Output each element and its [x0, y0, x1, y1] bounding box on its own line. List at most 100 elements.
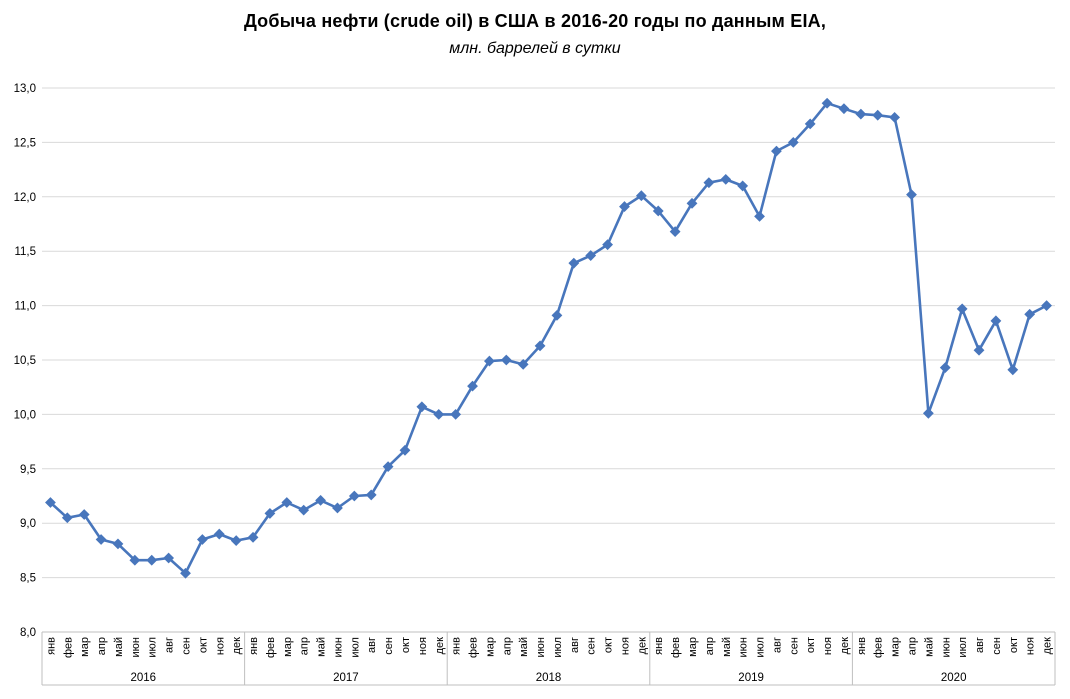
month-tick-label: июн — [332, 637, 344, 657]
month-tick-label: июл — [147, 637, 159, 658]
year-label: 2018 — [536, 672, 562, 684]
year-label: 2019 — [738, 672, 764, 684]
month-tick-label: янв — [45, 637, 57, 655]
month-tick-label: июн — [738, 637, 750, 657]
month-tick-label: мар — [890, 637, 902, 657]
month-tick-label: май — [113, 637, 125, 657]
month-tick-label: апр — [704, 637, 716, 655]
data-point-marker — [534, 340, 546, 352]
month-tick-label: мар — [687, 637, 699, 657]
data-point-marker — [112, 538, 124, 550]
y-tick-label: 12,5 — [14, 137, 36, 149]
data-point-marker — [956, 303, 968, 315]
data-point-marker — [703, 177, 715, 189]
month-tick-label: янв — [248, 637, 260, 655]
month-tick-label: окт — [400, 637, 412, 653]
series-markers — [45, 97, 1052, 579]
series-line — [49, 101, 1048, 575]
data-point-marker — [754, 210, 765, 222]
y-tick-label: 9,5 — [20, 464, 36, 476]
data-point-marker — [78, 509, 90, 520]
month-tick-label: окт — [1008, 637, 1020, 653]
data-point-marker — [517, 358, 529, 370]
y-tick-label: 10,0 — [14, 409, 36, 421]
y-tick-label: 11,0 — [14, 301, 36, 313]
data-point-marker — [804, 118, 816, 130]
month-tick-label: дек — [1042, 637, 1054, 655]
month-tick-label: янв — [653, 637, 665, 655]
month-tick-label: май — [316, 637, 328, 657]
month-tick-label: дек — [434, 637, 446, 655]
data-point-marker — [196, 534, 208, 545]
month-tick-label: фев — [468, 637, 480, 658]
data-point-marker — [146, 554, 158, 566]
data-point-marker — [382, 461, 394, 473]
year-label: 2016 — [131, 672, 157, 684]
data-point-marker — [737, 180, 749, 192]
data-point-marker — [365, 489, 377, 501]
month-tick-label: дек — [636, 637, 648, 655]
y-tick-label: 10,5 — [14, 355, 36, 367]
data-point-marker — [1041, 300, 1052, 312]
data-point-marker — [889, 111, 901, 123]
month-tick-label: июн — [130, 637, 142, 657]
chart-subtitle: млн. баррелей в сутки — [449, 40, 621, 57]
month-tick-label: сен — [586, 637, 598, 655]
data-point-marker — [298, 504, 310, 516]
month-tick-label: янв — [451, 637, 463, 655]
data-point-marker — [551, 309, 563, 321]
y-tick-label: 9,0 — [20, 518, 36, 530]
month-tick-label: июл — [755, 637, 767, 658]
month-tick-label: авг — [366, 637, 378, 653]
data-point-marker — [484, 355, 495, 367]
year-band: 2016 2017 2018 2019 2020 — [41, 632, 1056, 686]
data-point-marker — [973, 344, 985, 356]
data-point-marker — [906, 189, 917, 201]
month-tick-label: дек — [839, 637, 851, 655]
month-tick-label: авг — [974, 637, 986, 653]
data-point-marker — [585, 250, 597, 261]
data-point-marker — [635, 190, 647, 202]
data-point-marker — [838, 103, 850, 115]
month-tick-label: ноя — [619, 637, 631, 655]
data-point-marker — [619, 201, 630, 212]
data-point-marker — [399, 444, 411, 456]
month-tick-label: окт — [603, 637, 615, 653]
y-tick-label: 8,5 — [20, 573, 36, 585]
data-point-marker — [500, 354, 512, 366]
data-point-marker — [348, 490, 360, 502]
month-tick-label: мар — [282, 637, 294, 657]
data-point-marker — [163, 552, 175, 564]
data-point-marker — [787, 136, 799, 148]
data-point-marker — [855, 108, 867, 120]
y-tick-label: 8,0 — [20, 627, 36, 639]
chart-title: Добыча нефти (crude oil) в США в 2016-20… — [243, 11, 827, 31]
month-tick-label: май — [721, 637, 733, 657]
data-point-marker — [568, 257, 580, 269]
month-tick-label: июн — [940, 637, 952, 657]
month-tick-label: ноя — [1025, 637, 1037, 655]
month-tick-label: окт — [805, 637, 817, 653]
month-tick-label: апр — [299, 637, 311, 655]
month-tick-label: авг — [771, 637, 783, 653]
month-tick-label: мар — [484, 637, 496, 657]
month-tick-label: май — [923, 637, 935, 657]
month-tick-label: дек — [231, 637, 243, 655]
month-tick-label: апр — [96, 637, 108, 655]
data-point-marker — [61, 512, 73, 524]
month-tick-label: авг — [164, 637, 176, 653]
data-point-marker — [467, 380, 478, 392]
month-tick-label: ноя — [822, 637, 834, 655]
y-tick-label: 13,0 — [14, 83, 36, 95]
data-point-marker — [939, 362, 951, 374]
data-point-marker — [247, 531, 259, 543]
data-point-marker — [821, 97, 833, 109]
data-point-marker — [45, 497, 56, 508]
month-tick-label: фев — [873, 637, 885, 658]
month-tick-label: фев — [670, 637, 682, 658]
data-point-marker — [686, 197, 698, 209]
data-point-marker — [1024, 308, 1036, 320]
data-point-marker — [416, 401, 428, 413]
data-point-marker — [669, 226, 681, 238]
data-point-marker — [332, 502, 343, 514]
